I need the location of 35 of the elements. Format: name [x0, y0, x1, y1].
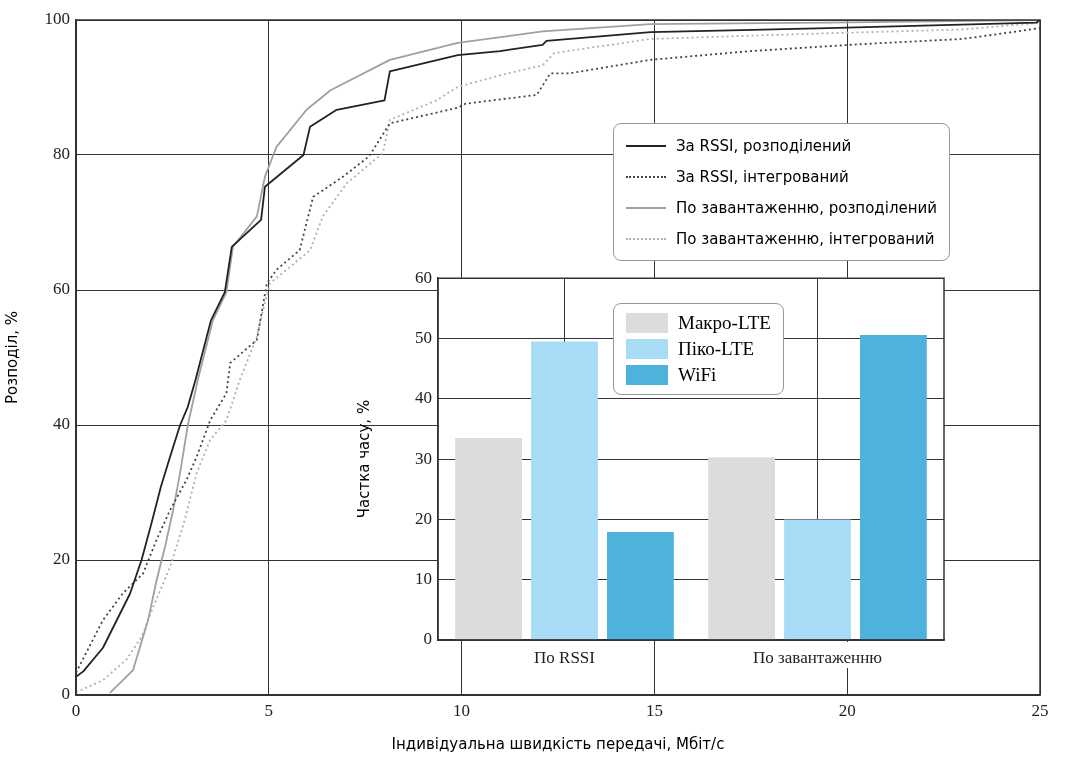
y-tick-label: 60 [415, 267, 432, 287]
legend-label: Макро-LTE [678, 312, 771, 335]
y-tick-label: 20 [53, 549, 70, 569]
y-tick-label: 10 [415, 569, 432, 589]
y-axis-title: Частка часу, % [354, 399, 373, 519]
y-axis-title: Розподіл, % [2, 310, 21, 405]
x-tick-label: По завантаженню [753, 647, 883, 667]
y-tick-label: 50 [415, 327, 432, 347]
legend-label: За RSSI, інтегрований [676, 167, 849, 186]
y-tick-label: 80 [53, 144, 70, 164]
bar [784, 519, 851, 640]
y-tick-label: 0 [423, 629, 432, 649]
bar [455, 438, 522, 640]
x-tick-label: По RSSI [534, 647, 596, 667]
bar [860, 334, 927, 640]
x-axis-title: Індивідуальна швидкість передачі, Мбіт/с [391, 734, 725, 753]
y-tick-label: 20 [415, 508, 432, 528]
x-tick-label: 10 [453, 700, 471, 720]
y-tick-label: 60 [53, 279, 70, 299]
legend-label: По завантаженню, розподілений [676, 198, 937, 217]
legend-label: WiFi [678, 364, 717, 387]
x-tick-label: 25 [1031, 700, 1049, 720]
bar [607, 532, 674, 640]
y-tick-label: 100 [44, 9, 70, 29]
bar [708, 457, 775, 640]
x-tick-label: 5 [264, 700, 274, 720]
y-tick-label: 40 [415, 388, 432, 408]
legend-label: По завантаженню, інтегрований [676, 229, 935, 248]
y-tick-label: 0 [61, 684, 70, 704]
y-tick-label: 40 [53, 414, 70, 434]
y-tick-label: 30 [415, 448, 432, 468]
x-tick-label: 20 [838, 700, 856, 720]
x-tick-label: 15 [645, 700, 663, 720]
legend-label: Піко-LTE [678, 338, 755, 361]
legend-label: За RSSI, розподілений [676, 136, 852, 155]
